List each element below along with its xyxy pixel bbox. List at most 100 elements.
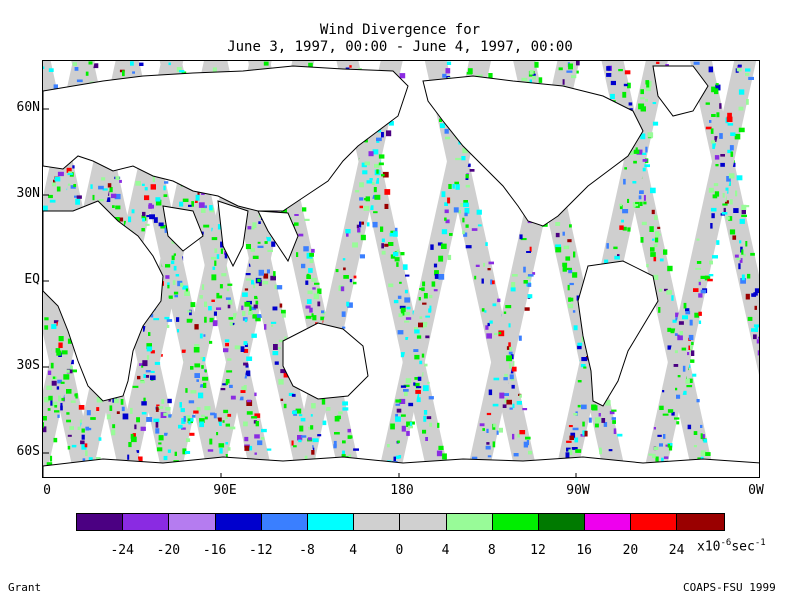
divergence-pixel xyxy=(317,301,321,307)
divergence-pixel xyxy=(141,412,147,415)
divergence-pixel xyxy=(522,408,528,411)
legend-swatch xyxy=(215,514,262,530)
divergence-pixel xyxy=(272,306,278,311)
divergence-pixel xyxy=(254,392,257,397)
divergence-pixel xyxy=(317,288,322,294)
divergence-pixel xyxy=(140,380,145,384)
divergence-pixel xyxy=(306,274,311,279)
divergence-pixel xyxy=(77,426,82,430)
divergence-pixel xyxy=(69,359,74,365)
divergence-pixel xyxy=(74,393,77,397)
divergence-pixel xyxy=(384,203,389,209)
divergence-pixel xyxy=(700,289,706,294)
divergence-pixel xyxy=(476,209,482,215)
divergence-pixel xyxy=(155,407,159,412)
divergence-pixel xyxy=(155,197,161,202)
divergence-pixel xyxy=(425,437,428,441)
divergence-pixel xyxy=(674,417,680,420)
divergence-pixel xyxy=(688,345,692,350)
divergence-pixel xyxy=(310,414,313,417)
units-label: x10-6sec-1 xyxy=(697,538,766,555)
divergence-pixel xyxy=(145,370,151,373)
divergence-pixel xyxy=(659,258,664,262)
divergence-pixel xyxy=(256,314,263,318)
divergence-pixel xyxy=(134,450,139,453)
divergence-pixel xyxy=(563,245,570,250)
divergence-pixel xyxy=(461,156,466,161)
divergence-pixel xyxy=(698,320,702,324)
divergence-pixel xyxy=(132,71,135,74)
divergence-pixel xyxy=(463,200,468,205)
divergence-pixel xyxy=(568,269,573,274)
divergence-pixel xyxy=(387,444,390,448)
divergence-pixel xyxy=(705,102,710,105)
divergence-pixel xyxy=(340,286,345,292)
divergence-pixel xyxy=(657,434,662,437)
divergence-pixel xyxy=(610,80,616,86)
divergence-pixel xyxy=(663,434,666,439)
divergence-pixel xyxy=(225,442,229,445)
divergence-pixel xyxy=(150,375,156,381)
divergence-pixel xyxy=(164,432,170,436)
divergence-pixel xyxy=(608,449,613,452)
divergence-pixel xyxy=(321,398,326,405)
divergence-pixel xyxy=(422,302,427,305)
divergence-pixel xyxy=(167,282,170,287)
divergence-pixel xyxy=(218,443,225,448)
divergence-pixel xyxy=(48,68,54,72)
divergence-pixel xyxy=(480,74,483,77)
divergence-pixel xyxy=(209,317,214,323)
divergence-pixel xyxy=(567,239,572,243)
divergence-pixel xyxy=(98,437,102,441)
divergence-pixel xyxy=(485,242,488,246)
divergence-pixel xyxy=(444,217,447,221)
divergence-pixel xyxy=(492,303,497,307)
divergence-pixel xyxy=(96,396,103,403)
divergence-pixel xyxy=(693,431,698,435)
divergence-pixel xyxy=(622,209,629,214)
divergence-pixel xyxy=(729,229,736,235)
divergence-pixel xyxy=(414,377,418,380)
divergence-pixel xyxy=(201,207,206,213)
divergence-pixel xyxy=(194,344,200,350)
divergence-pixel xyxy=(68,171,72,175)
divergence-pixel xyxy=(300,435,307,438)
legend-swatch xyxy=(631,514,678,530)
divergence-pixel xyxy=(724,200,729,204)
divergence-pixel xyxy=(75,393,78,399)
divergence-pixel xyxy=(317,434,322,437)
divergence-pixel xyxy=(185,451,191,454)
divergence-pixel xyxy=(655,456,659,462)
divergence-pixel xyxy=(431,281,436,287)
divergence-pixel xyxy=(627,198,630,203)
divergence-pixel xyxy=(44,396,49,403)
divergence-pixel xyxy=(283,403,287,409)
antarctica-landmass xyxy=(43,456,759,477)
divergence-pixel xyxy=(734,254,739,258)
divergence-pixel xyxy=(190,418,194,422)
divergence-pixel xyxy=(444,209,449,214)
divergence-pixel xyxy=(311,403,316,409)
divergence-pixel xyxy=(396,408,402,413)
divergence-pixel xyxy=(486,333,492,339)
divergence-pixel xyxy=(653,243,658,248)
divergence-pixel xyxy=(135,180,141,186)
divergence-pixel xyxy=(727,112,732,118)
divergence-pixel xyxy=(708,274,714,277)
divergence-pixel xyxy=(705,452,711,456)
divergence-pixel xyxy=(393,456,396,462)
divergence-pixel xyxy=(202,357,206,362)
legend-tick-label: 4 xyxy=(349,543,358,558)
divergence-pixel xyxy=(421,287,425,292)
legend-swatch xyxy=(677,514,724,530)
divergence-pixel xyxy=(66,412,70,415)
divergence-pixel xyxy=(656,61,660,64)
divergence-pixel xyxy=(342,326,346,329)
divergence-pixel xyxy=(58,395,61,402)
divergence-pixel xyxy=(487,455,492,458)
divergence-pixel xyxy=(70,400,76,403)
divergence-pixel xyxy=(465,174,469,179)
divergence-pixel xyxy=(163,185,166,191)
divergence-pixel xyxy=(164,227,169,233)
divergence-pixel xyxy=(271,324,274,327)
